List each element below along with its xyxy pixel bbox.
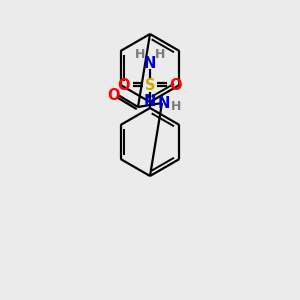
Text: O: O <box>170 77 182 92</box>
Text: O: O <box>118 77 130 92</box>
Text: S: S <box>145 79 155 94</box>
Text: O: O <box>107 88 119 103</box>
Text: N: N <box>144 94 156 110</box>
Text: H: H <box>171 100 181 113</box>
Text: N: N <box>158 95 170 110</box>
Text: N: N <box>144 56 156 71</box>
Text: H: H <box>135 49 145 62</box>
Text: H: H <box>155 49 165 62</box>
